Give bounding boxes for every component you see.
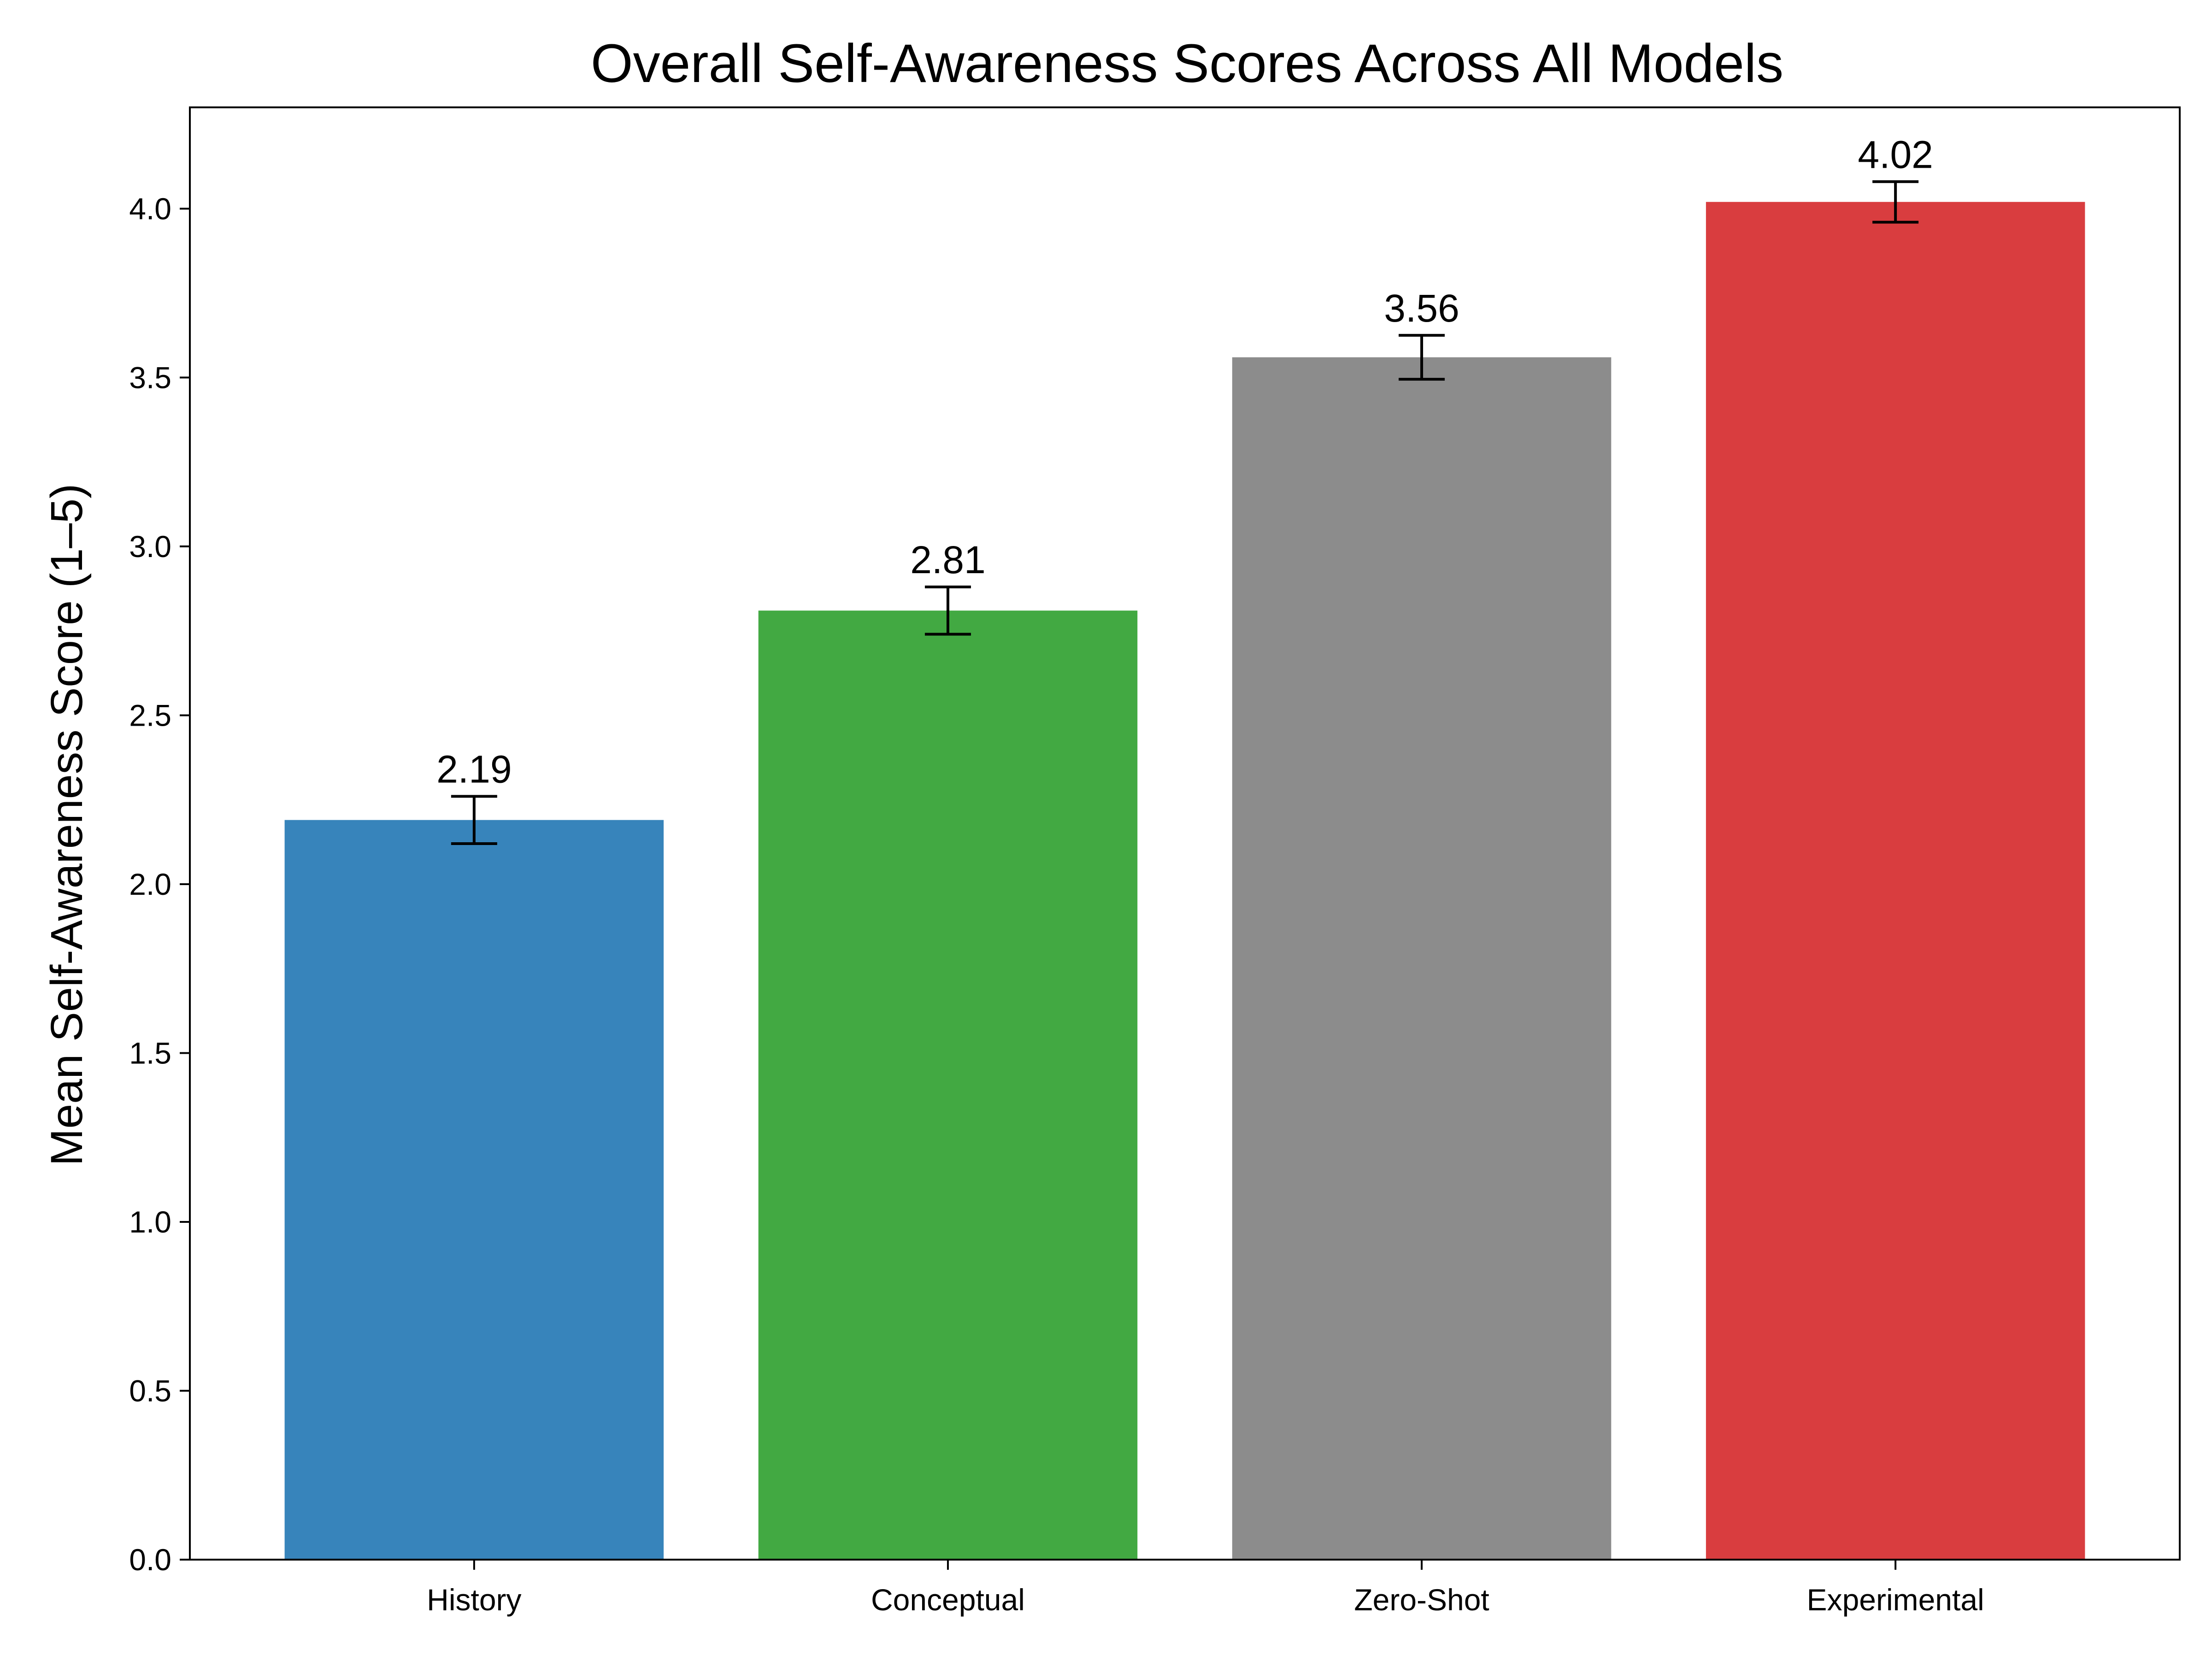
bar-history [284, 820, 664, 1560]
bar-zero-shot [1232, 357, 1612, 1560]
bar-experimental [1706, 202, 2085, 1560]
y-tick-label: 2.0 [129, 867, 171, 901]
y-tick-label: 1.0 [129, 1205, 171, 1239]
data-label-zero-shot: 3.56 [1384, 287, 1459, 330]
x-tick-label-history: History [427, 1583, 521, 1617]
x-tick-label-zero-shot: Zero-Shot [1354, 1583, 1489, 1617]
y-tick-label: 0.5 [129, 1373, 171, 1408]
chart-title: Overall Self-Awareness Scores Across All… [591, 33, 1783, 94]
y-tick-label: 4.0 [129, 192, 171, 226]
y-tick-label: 2.5 [129, 698, 171, 732]
error-bar-zero-shot [1399, 334, 1445, 381]
data-label-conceptual: 2.81 [910, 538, 986, 581]
x-tick-label-conceptual: Conceptual [871, 1583, 1025, 1617]
error-bar-history [451, 795, 497, 845]
y-ticks-layer: 0.0 0.5 1.0 1.5 2.0 2.5 3.0 3.5 4.0 [129, 192, 190, 1577]
x-tick-label-experimental: Experimental [1807, 1583, 1984, 1617]
bars-layer [284, 202, 2085, 1560]
data-label-experimental: 4.02 [1858, 133, 1933, 176]
plot-frame [189, 106, 2181, 1561]
y-axis-label: Mean Self-Awareness Score (1–5) [41, 484, 92, 1166]
y-tick-label: 0.0 [129, 1543, 171, 1577]
x-ticks-layer: History Conceptual Zero-Shot Experimental [427, 1560, 1984, 1617]
y-tick-label: 3.0 [129, 529, 171, 563]
data-label-history: 2.19 [436, 747, 512, 791]
axes-layer [189, 106, 2181, 1561]
error-bar-experimental [1872, 180, 1919, 224]
y-tick-label: 1.5 [129, 1036, 171, 1070]
error-bars-layer [451, 180, 1919, 845]
y-tick-label: 3.5 [129, 360, 171, 394]
error-bar-conceptual [924, 585, 971, 636]
data-labels-layer: 2.19 2.81 3.56 4.02 [436, 133, 1933, 791]
bar-conceptual [758, 610, 1138, 1560]
